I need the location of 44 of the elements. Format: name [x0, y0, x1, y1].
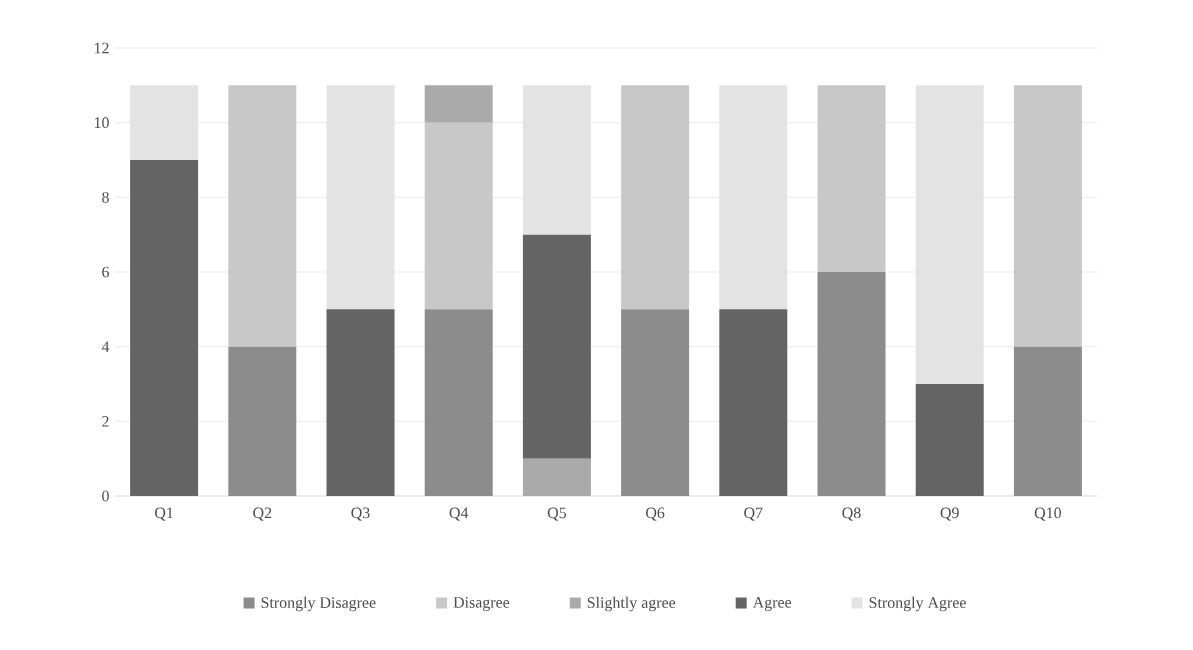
bar	[817, 272, 886, 496]
bar	[719, 309, 788, 496]
y-tick-label: 10	[94, 117, 109, 129]
bar	[326, 309, 395, 496]
y-tick-label: 0	[102, 490, 109, 502]
x-tick-label: Q3	[351, 507, 370, 521]
x-tick-label: Q4	[449, 507, 469, 521]
bar	[424, 122, 493, 310]
bar	[228, 346, 297, 496]
x-tick-label: Q8	[842, 507, 861, 521]
legend-label: Slightly agree	[587, 596, 676, 612]
bar	[326, 85, 395, 310]
y-tick-label: 2	[102, 416, 109, 427]
bar	[1013, 346, 1082, 496]
x-tick-label: Q5	[547, 507, 567, 521]
bar	[817, 85, 886, 272]
legend-label: Strongly Disagree	[261, 596, 376, 612]
bar	[719, 85, 788, 310]
bar	[621, 309, 690, 496]
x-tick-label: Q2	[253, 507, 272, 521]
legend-label: Strongly Agree	[869, 596, 966, 612]
bar	[424, 309, 493, 496]
y-tick-label: 12	[94, 42, 109, 54]
x-tick-label: Q10	[1034, 507, 1062, 521]
x-tick-label: Q9	[940, 507, 959, 521]
bar	[130, 160, 199, 496]
legend-label: Agree	[752, 597, 792, 612]
x-tick-label: Q6	[646, 507, 665, 521]
bar	[522, 85, 591, 235]
x-tick-label: Q7	[744, 507, 763, 521]
bar	[130, 85, 199, 160]
bar	[228, 85, 297, 347]
bar	[522, 234, 591, 459]
bar	[424, 85, 493, 123]
y-tick-label: 4	[101, 341, 110, 352]
bar	[915, 384, 984, 496]
bar	[1013, 85, 1082, 347]
legend-label: Disagree	[453, 597, 510, 612]
bar	[621, 85, 690, 310]
x-tick-label: Q1	[155, 507, 173, 521]
y-tick-label: 8	[102, 191, 109, 203]
bar	[522, 458, 591, 496]
bar	[915, 85, 984, 384]
y-tick-label: 6	[102, 266, 110, 278]
